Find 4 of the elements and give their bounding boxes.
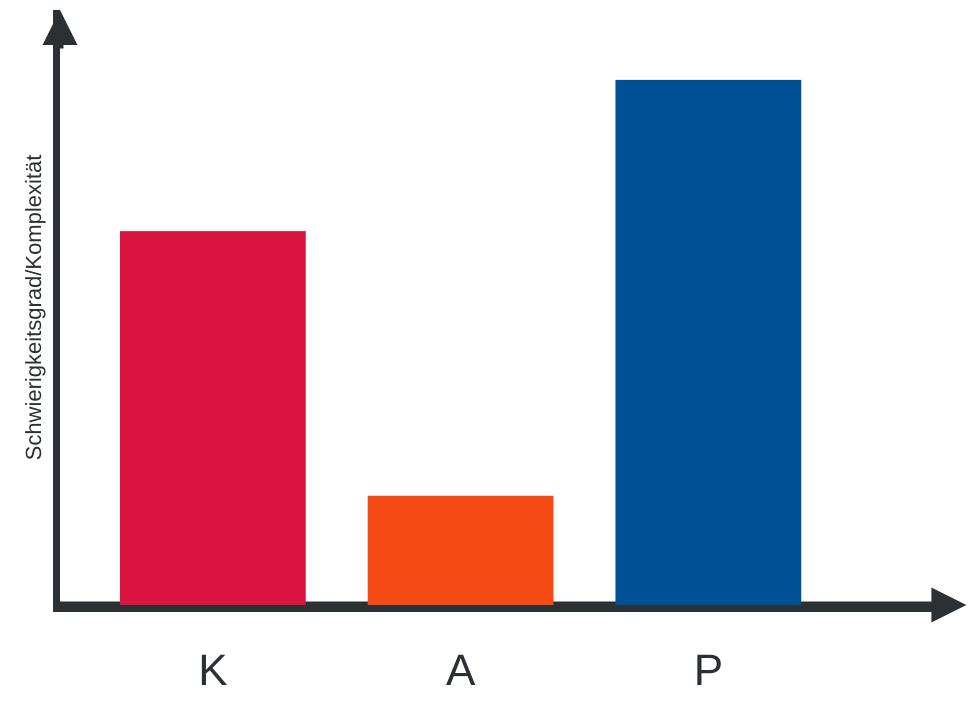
x-tick-label: A [446,646,476,695]
x-tick-label: P [694,646,724,695]
y-axis-title: Schwierigkeitsgrad/Komplexität [20,154,46,460]
x-tick-label: K [198,646,228,695]
